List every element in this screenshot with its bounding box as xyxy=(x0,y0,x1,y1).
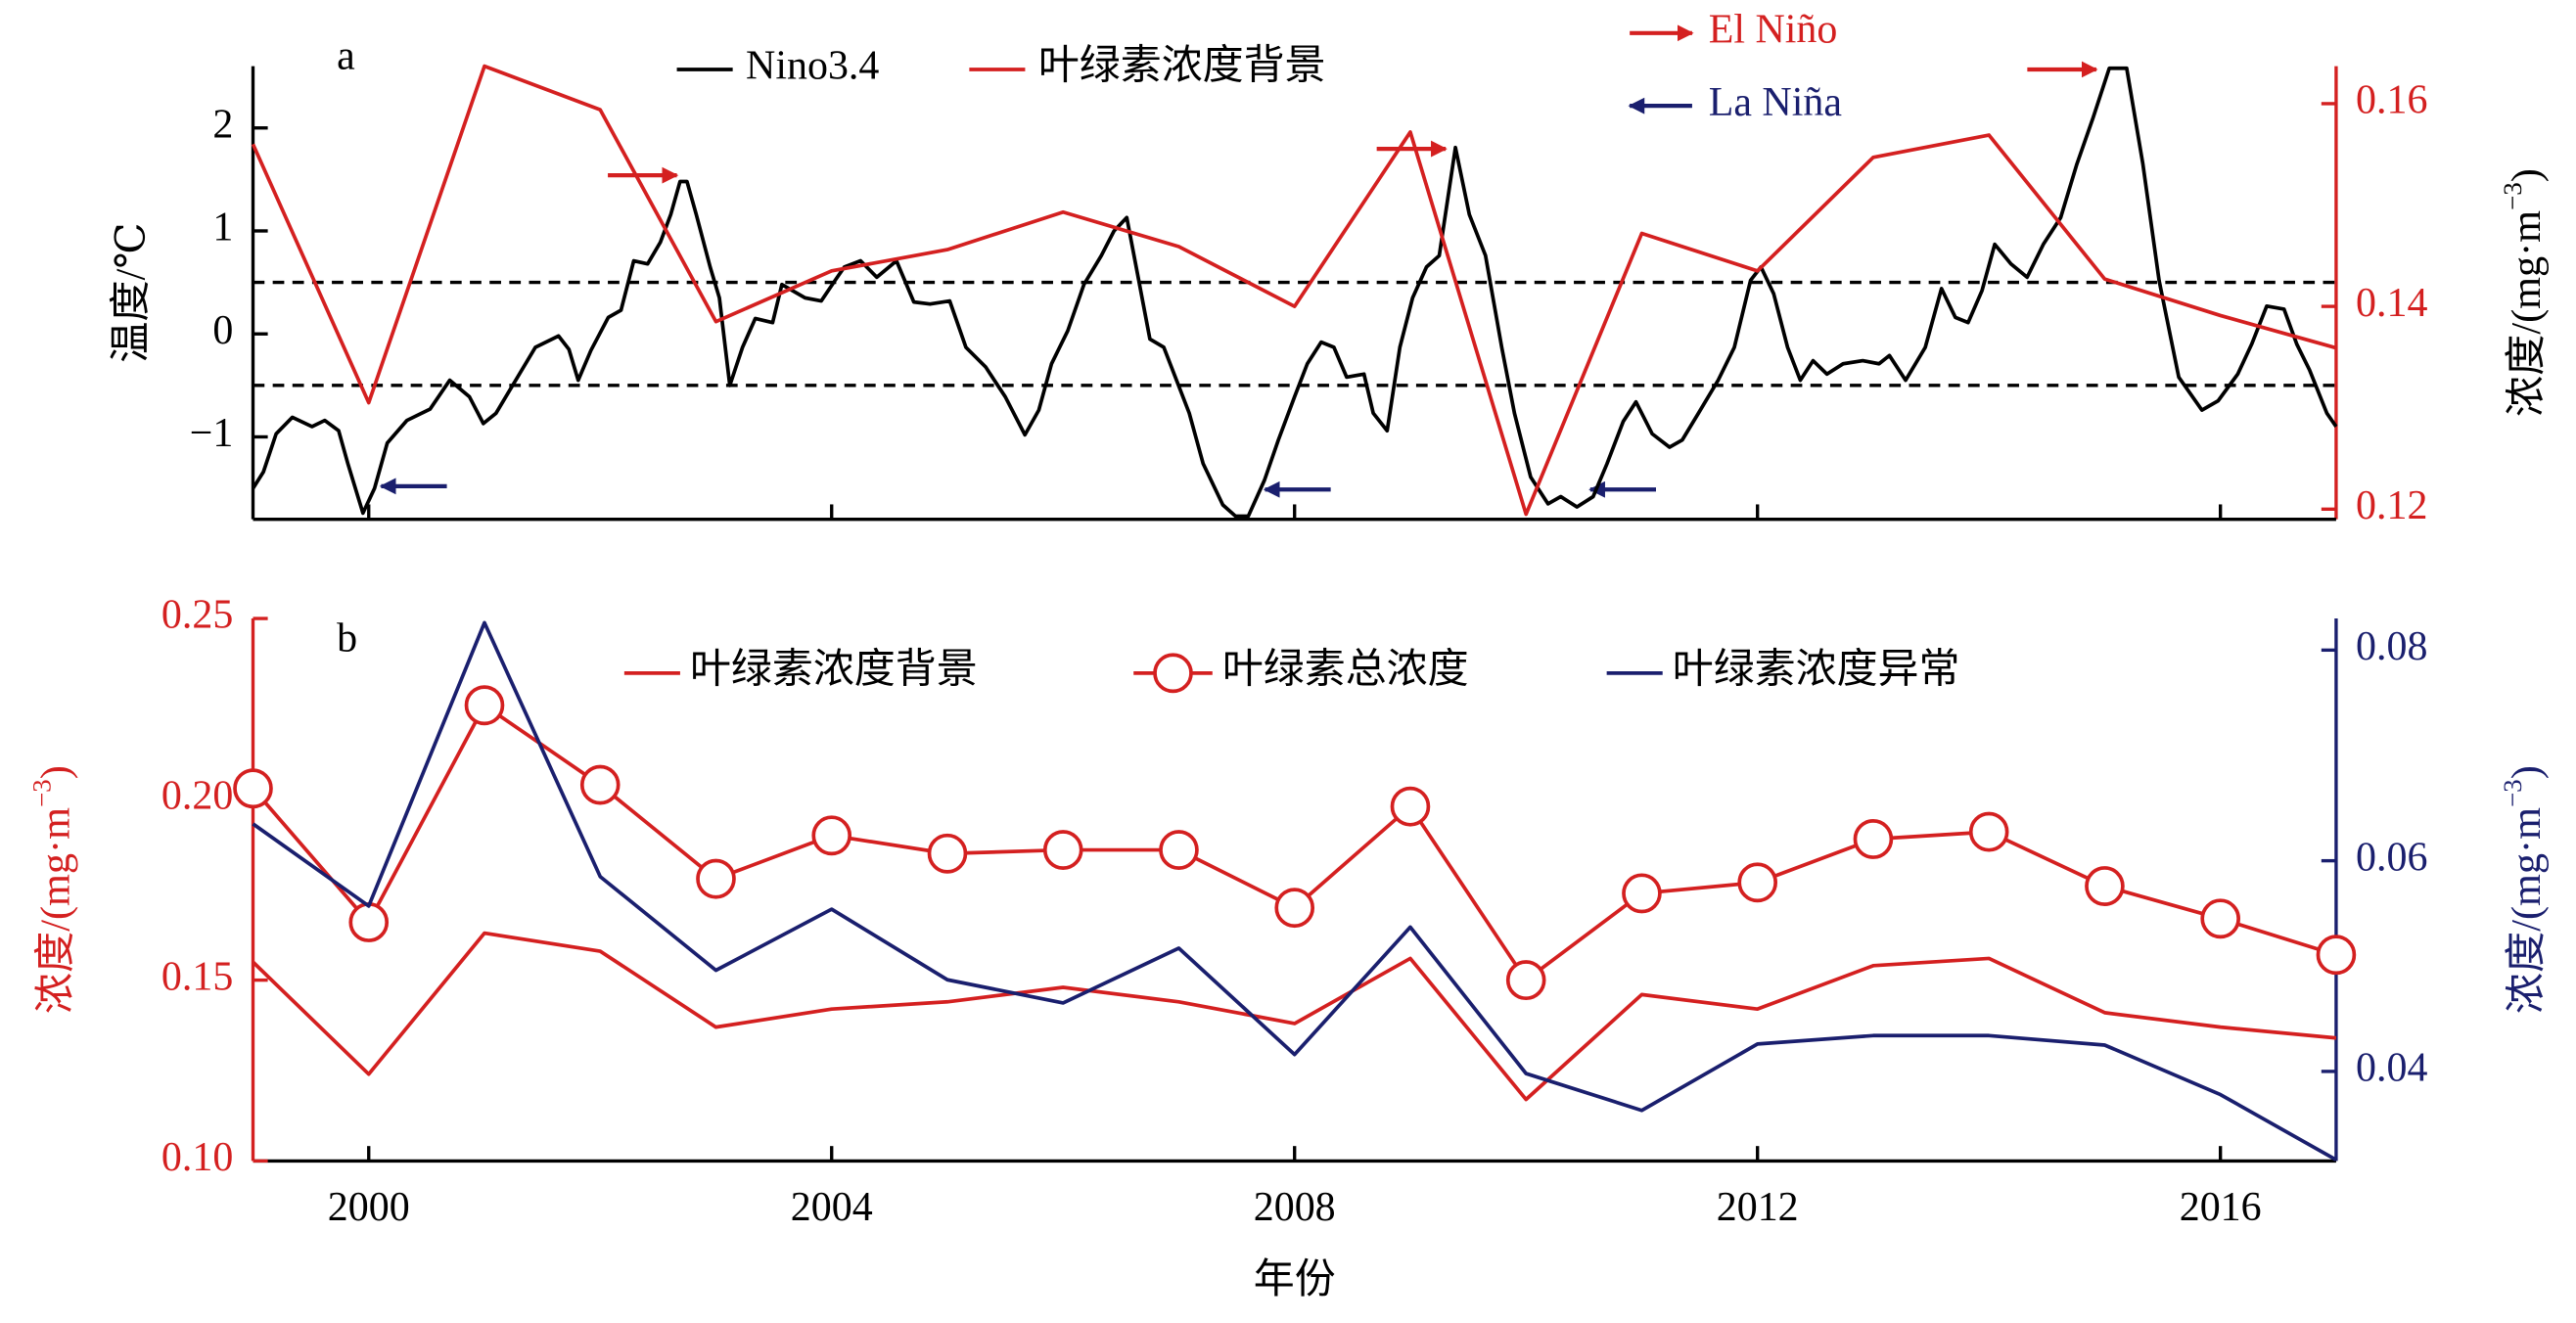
y-tick-label: 0 xyxy=(212,307,233,353)
y-tick-label: 0.10 xyxy=(161,1134,233,1180)
legend-label: 叶绿素浓度背景 xyxy=(1038,43,1326,89)
marker xyxy=(1622,873,1662,914)
series-line xyxy=(251,66,2338,519)
x-tick-label: 2000 xyxy=(328,1184,410,1230)
marker xyxy=(696,858,736,899)
x-axis-label: 年份 xyxy=(1254,1256,1336,1302)
series-line xyxy=(252,703,2337,982)
series-line xyxy=(251,64,2337,517)
enso-arrows xyxy=(379,24,2098,498)
x-tick-label: 2012 xyxy=(1717,1184,1799,1230)
y2-tick-label: 0.16 xyxy=(2356,76,2427,122)
marker xyxy=(2085,866,2125,906)
marker xyxy=(2200,898,2240,939)
y-tick-label: 0.20 xyxy=(161,772,233,818)
marker xyxy=(579,764,621,805)
marker xyxy=(1042,830,1083,871)
x-tick-label: 2016 xyxy=(2180,1184,2262,1230)
panel-label: b xyxy=(337,615,357,661)
marker xyxy=(1505,960,1546,1001)
marker xyxy=(811,815,852,856)
legend-label: 叶绿素浓度背景 xyxy=(690,646,978,692)
y-tick-label: 0.15 xyxy=(161,953,233,999)
y2-tick-label: 0.08 xyxy=(2356,623,2427,669)
marker xyxy=(1390,786,1431,827)
label-sup: −3 xyxy=(2498,779,2527,807)
y2-tick-label: 0.04 xyxy=(2356,1044,2427,1090)
label-part: ) xyxy=(32,765,78,779)
label-part: ) xyxy=(2504,168,2550,182)
marker xyxy=(348,902,390,942)
marker xyxy=(1274,888,1315,929)
label-sup: −3 xyxy=(2498,182,2527,210)
x-tick-label: 2004 xyxy=(791,1184,873,1230)
marker xyxy=(1968,811,2009,852)
x-tick-label: 2008 xyxy=(1254,1184,1336,1230)
marker xyxy=(1853,819,1894,859)
marker xyxy=(927,833,968,874)
y2-tick-label: 0.12 xyxy=(2356,482,2427,528)
panel-label: a xyxy=(337,32,355,78)
label-part: 浓度/(mg·m xyxy=(2504,210,2550,417)
y-tick-label: 1 xyxy=(212,205,233,251)
label-sup: −3 xyxy=(27,779,57,807)
series-line xyxy=(252,931,2337,1102)
y2-tick-label: 0.14 xyxy=(2356,280,2427,326)
marker xyxy=(2316,935,2357,976)
label-part: 浓度/(mg·m xyxy=(32,807,78,1014)
y-tick-label: 0.25 xyxy=(161,592,233,638)
marker xyxy=(1159,830,1199,871)
marker xyxy=(233,768,273,809)
annotation: El Niño xyxy=(1709,6,1838,52)
legend-marker xyxy=(1153,653,1193,694)
legend-label: 叶绿素总浓度 xyxy=(1222,646,1469,692)
label-part: ) xyxy=(2504,765,2550,779)
marker xyxy=(464,685,505,726)
y2-axis-label: 浓度/(mg·m−3) xyxy=(2498,168,2549,417)
marker xyxy=(1737,862,1778,903)
y-tick-label: −1 xyxy=(190,410,234,456)
y-axis-label: 温度/℃ xyxy=(108,222,154,362)
annotation: La Niña xyxy=(1709,79,1843,125)
series-line xyxy=(252,620,2337,1162)
legend-label: Nino3.4 xyxy=(746,43,879,89)
y2-axis-label: 浓度/(mg·m−3) xyxy=(2498,765,2549,1014)
y-axis-label: 浓度/(mg·m−3) xyxy=(27,765,78,1014)
legend-label: 叶绿素浓度异常 xyxy=(1673,646,1960,692)
y-tick-label: 2 xyxy=(212,101,233,147)
label-part: 浓度/(mg·m xyxy=(2504,807,2550,1014)
y2-tick-label: 0.06 xyxy=(2356,834,2427,880)
